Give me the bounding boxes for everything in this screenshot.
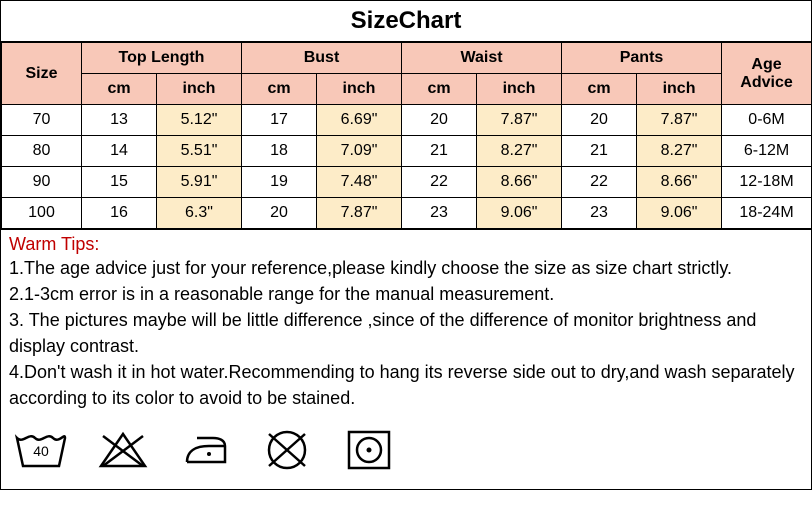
- cell-bust-inch: 7.87": [317, 198, 402, 229]
- cell-waist-inch: 8.27": [477, 136, 562, 167]
- cell-age: 18-24M: [722, 198, 812, 229]
- cell-bust-cm: 17: [242, 105, 317, 136]
- cell-bust-cm: 20: [242, 198, 317, 229]
- table-row: 100166.3"207.87"239.06"239.06"18-24M: [2, 198, 812, 229]
- cell-bust-inch: 6.69": [317, 105, 402, 136]
- cell-bust-inch: 7.09": [317, 136, 402, 167]
- cell-top-cm: 16: [82, 198, 157, 229]
- cell-top-inch: 5.12": [157, 105, 242, 136]
- cell-top-cm: 15: [82, 167, 157, 198]
- sizechart-container: SizeChart Size Top Length Bust Waist Pan…: [0, 0, 812, 490]
- cell-size: 100: [2, 198, 82, 229]
- sub-inch: inch: [477, 74, 562, 105]
- wash-40-icon: 40: [11, 426, 71, 479]
- cell-waist-cm: 20: [402, 105, 477, 136]
- no-bleach-icon: [93, 426, 153, 479]
- cell-top-cm: 13: [82, 105, 157, 136]
- table-body: 70135.12"176.69"207.87"207.87"0-6M80145.…: [2, 105, 812, 229]
- cell-waist-inch: 8.66": [477, 167, 562, 198]
- tips-line: 1.The age advice just for your reference…: [9, 255, 803, 281]
- cell-age: 6-12M: [722, 136, 812, 167]
- table-row: 80145.51"187.09"218.27"218.27"6-12M: [2, 136, 812, 167]
- tips-line: 3. The pictures maybe will be little dif…: [9, 307, 803, 359]
- cell-pants-inch: 7.87": [637, 105, 722, 136]
- cell-pants-cm: 22: [562, 167, 637, 198]
- header-waist: Waist: [402, 43, 562, 74]
- cell-waist-inch: 7.87": [477, 105, 562, 136]
- cell-bust-cm: 18: [242, 136, 317, 167]
- sub-cm: cm: [562, 74, 637, 105]
- cell-waist-cm: 21: [402, 136, 477, 167]
- cell-age: 12-18M: [722, 167, 812, 198]
- tumble-dry-low-icon: [339, 426, 399, 479]
- header-age: Age Advice: [722, 43, 812, 105]
- cell-top-inch: 6.3": [157, 198, 242, 229]
- svg-text:40: 40: [33, 443, 49, 459]
- cell-age: 0-6M: [722, 105, 812, 136]
- no-dryclean-icon: [257, 426, 317, 479]
- cell-pants-cm: 21: [562, 136, 637, 167]
- sub-cm: cm: [242, 74, 317, 105]
- cell-bust-inch: 7.48": [317, 167, 402, 198]
- cell-pants-inch: 8.27": [637, 136, 722, 167]
- sub-cm: cm: [82, 74, 157, 105]
- cell-top-inch: 5.91": [157, 167, 242, 198]
- cell-size: 70: [2, 105, 82, 136]
- iron-low-icon: [175, 426, 235, 479]
- cell-top-inch: 5.51": [157, 136, 242, 167]
- cell-pants-inch: 9.06": [637, 198, 722, 229]
- cell-pants-cm: 23: [562, 198, 637, 229]
- cell-pants-cm: 20: [562, 105, 637, 136]
- table-row: 90155.91"197.48"228.66"228.66"12-18M: [2, 167, 812, 198]
- table-row: 70135.12"176.69"207.87"207.87"0-6M: [2, 105, 812, 136]
- cell-size: 90: [2, 167, 82, 198]
- tips-line: 2.1-3cm error is in a reasonable range f…: [9, 281, 803, 307]
- header-bust: Bust: [242, 43, 402, 74]
- sub-inch: inch: [317, 74, 402, 105]
- sub-cm: cm: [402, 74, 477, 105]
- cell-bust-cm: 19: [242, 167, 317, 198]
- cell-top-cm: 14: [82, 136, 157, 167]
- chart-title: SizeChart: [1, 1, 811, 42]
- cell-waist-cm: 23: [402, 198, 477, 229]
- cell-size: 80: [2, 136, 82, 167]
- warm-tips: Warm Tips: 1.The age advice just for you…: [1, 229, 811, 420]
- size-table: Size Top Length Bust Waist Pants Age Adv…: [1, 42, 812, 229]
- cell-pants-inch: 8.66": [637, 167, 722, 198]
- header-size: Size: [2, 43, 82, 105]
- tips-title: Warm Tips:: [9, 234, 803, 255]
- sub-inch: inch: [157, 74, 242, 105]
- cell-waist-cm: 22: [402, 167, 477, 198]
- sub-inch: inch: [637, 74, 722, 105]
- care-icons-row: 40: [1, 420, 811, 489]
- tips-line: 4.Don't wash it in hot water.Recommendin…: [9, 359, 803, 411]
- header-pants: Pants: [562, 43, 722, 74]
- cell-waist-inch: 9.06": [477, 198, 562, 229]
- header-top-length: Top Length: [82, 43, 242, 74]
